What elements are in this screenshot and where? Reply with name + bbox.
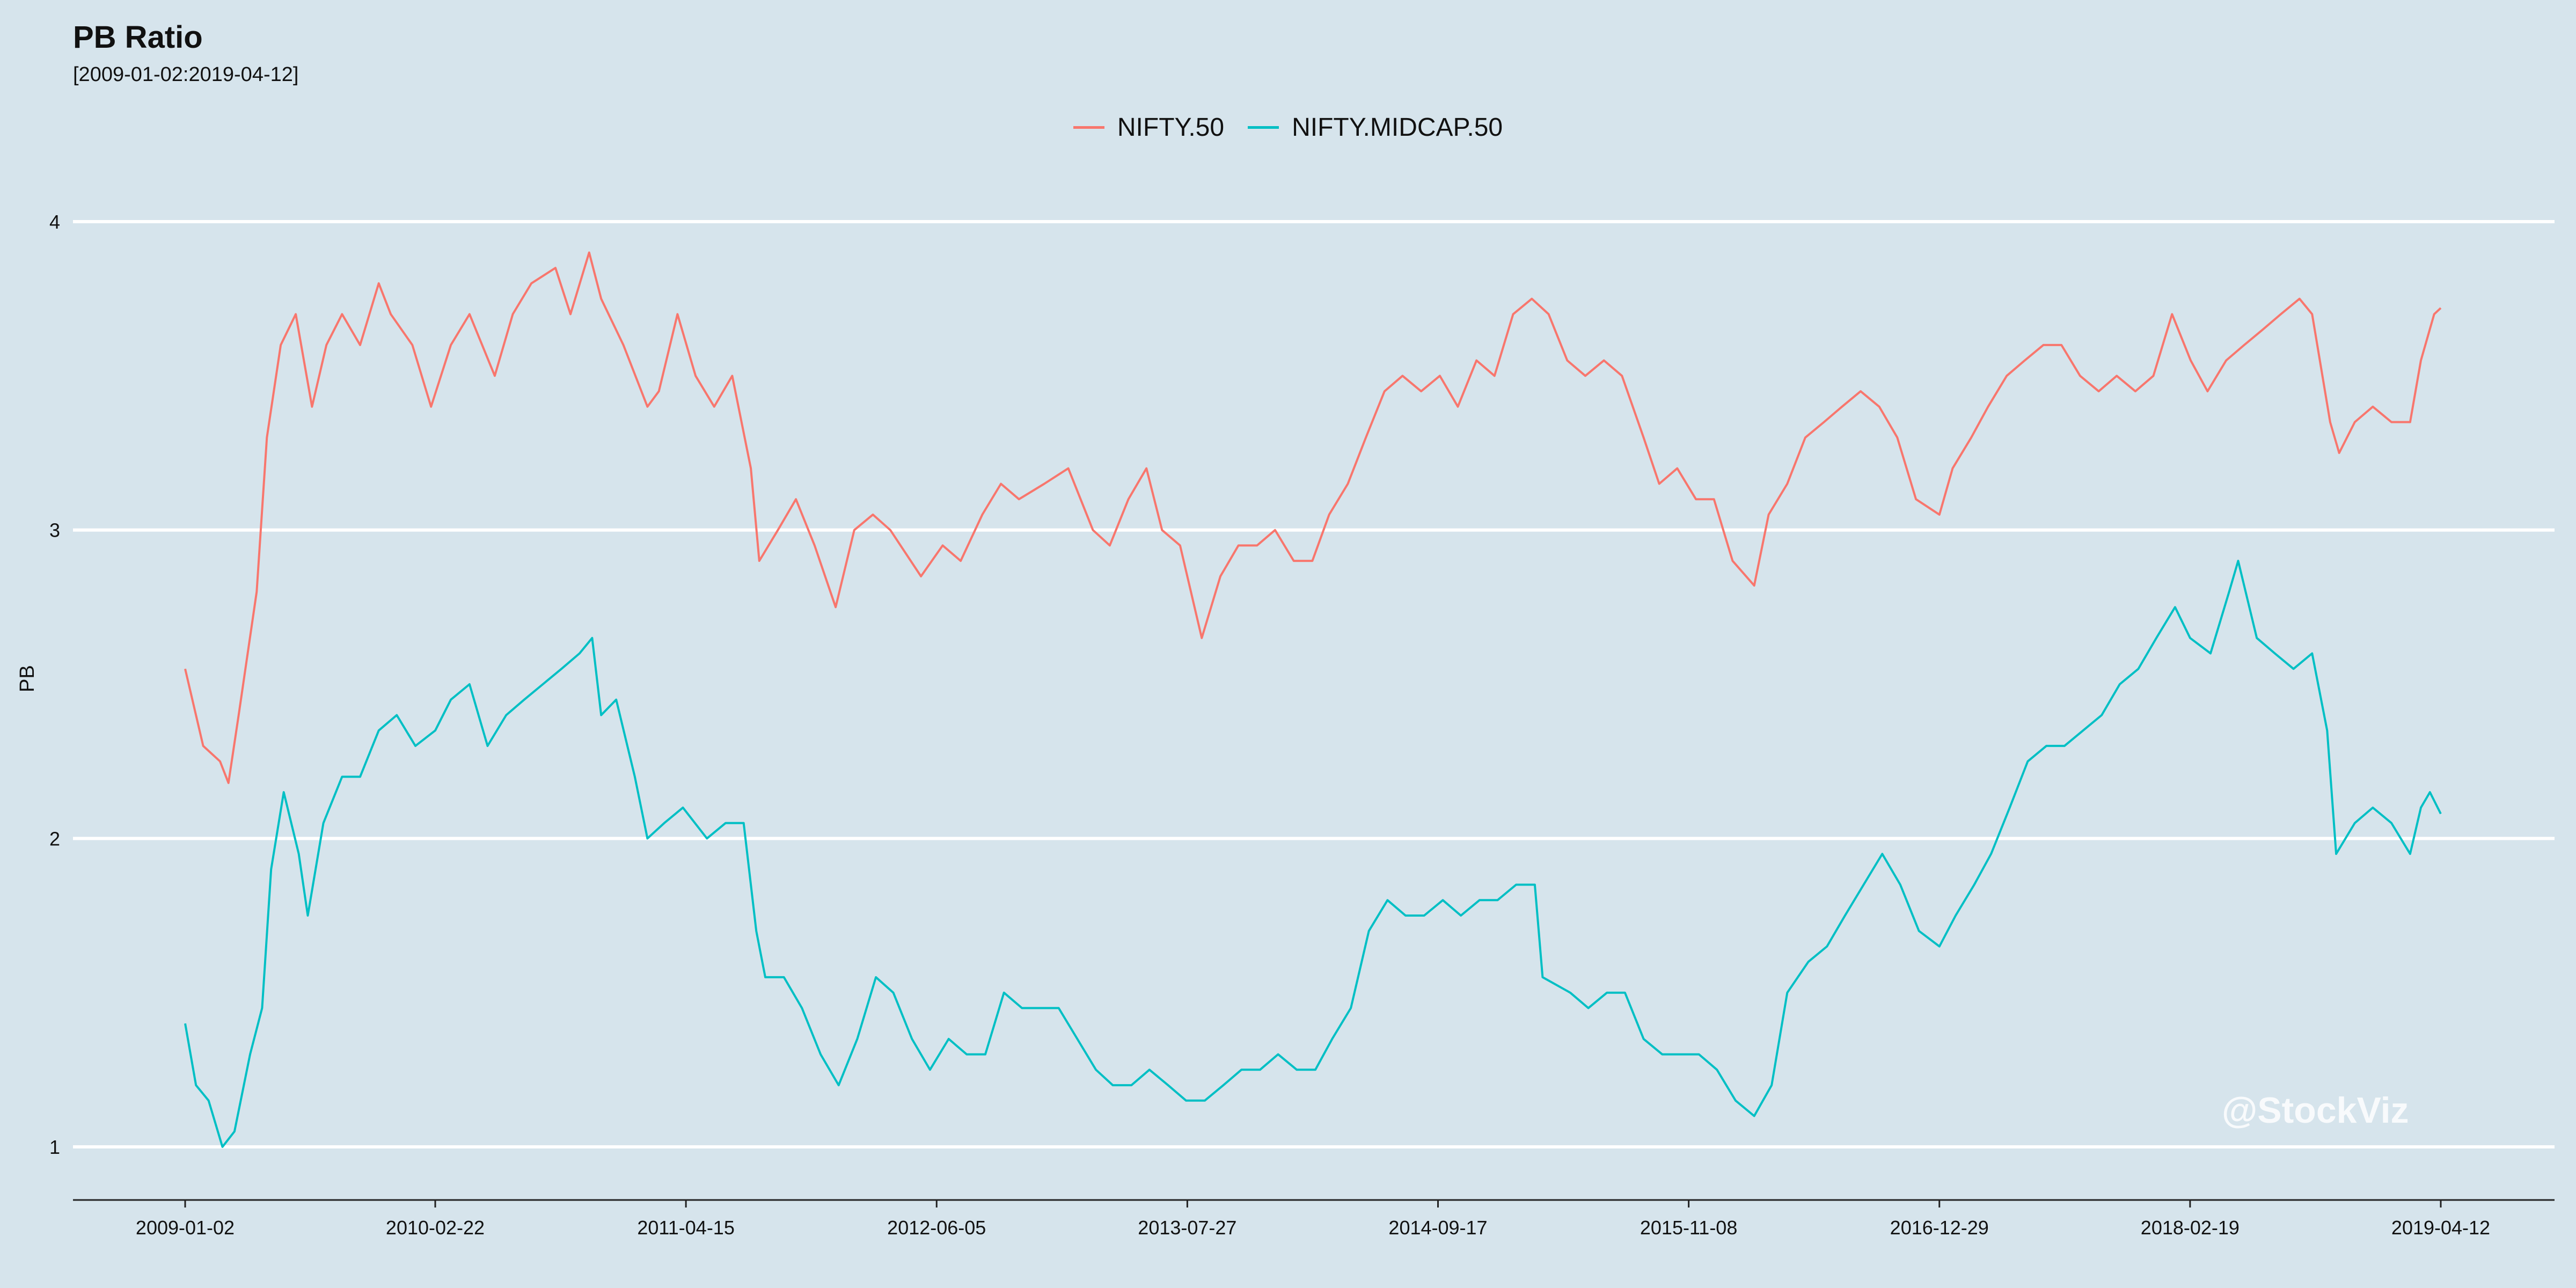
series-lines (184, 251, 2442, 1148)
x-tick-label: 2013-07-27 (1138, 1217, 1236, 1239)
series-line-nifty50 (184, 251, 2442, 784)
x-tick-label: 2011-04-15 (637, 1217, 734, 1239)
y-tick-label: 4 (49, 211, 60, 233)
legend-item-nifty50: NIFTY.50 (1073, 113, 1224, 142)
watermark: @StockViz (2222, 1090, 2409, 1131)
x-tick-label: 2009-01-02 (136, 1217, 235, 1239)
x-tick-label: 2018-02-19 (2141, 1217, 2240, 1239)
x-tick-label: 2010-02-22 (386, 1217, 485, 1239)
legend-key-nifty-midcap50 (1248, 126, 1279, 129)
y-tick-label: 2 (49, 828, 60, 850)
y-tick-label: 1 (49, 1136, 60, 1158)
x-tick-label: 2019-04-12 (2391, 1217, 2490, 1239)
chart-subtitle: [2009-01-02:2019-04-12] (73, 63, 299, 86)
legend-item-nifty-midcap50: NIFTY.MIDCAP.50 (1248, 113, 1503, 142)
legend-key-nifty50 (1073, 126, 1104, 129)
x-tick-label: 2015-11-08 (1640, 1217, 1737, 1239)
x-tick-label: 2012-06-05 (887, 1217, 986, 1239)
legend-label-nifty50: NIFTY.50 (1117, 113, 1225, 142)
x-tick-label: 2016-12-29 (1890, 1217, 1989, 1239)
x-tick-label: 2014-09-17 (1388, 1217, 1487, 1239)
grid-lines (73, 220, 2555, 1148)
legend-label-nifty-midcap50: NIFTY.MIDCAP.50 (1292, 113, 1503, 142)
y-tick-label: 3 (49, 519, 60, 541)
series-line-nifty-midcap50 (184, 560, 2442, 1148)
y-axis-ticks: 1 2 3 4 (49, 211, 60, 1158)
chart-legend: NIFTY.50 NIFTY.MIDCAP.50 (0, 113, 2576, 142)
chart-title: PB Ratio (73, 20, 203, 55)
x-axis: 2009-01-02 2010-02-22 2011-04-15 2012-06-05… (73, 1199, 2555, 1239)
